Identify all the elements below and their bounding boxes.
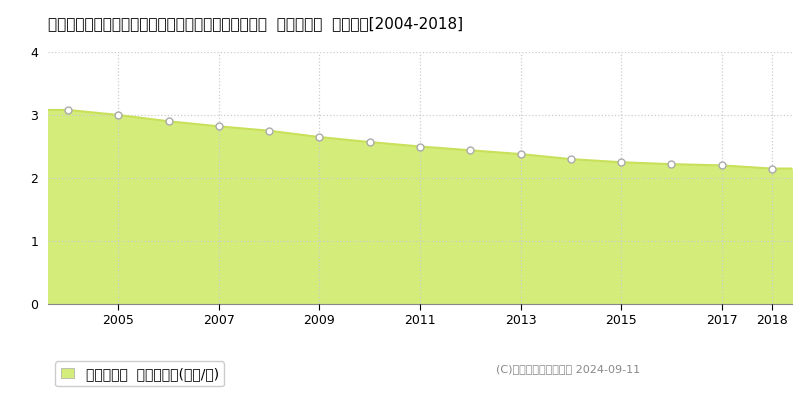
Text: 和歌山県東牟婁郡北山村大字下尾井字片ブケ５３番２  基準地価格  地価推移[2004-2018]: 和歌山県東牟婁郡北山村大字下尾井字片ブケ５３番２ 基準地価格 地価推移[2004… <box>48 16 463 31</box>
Legend: 基準地価格  平均坪単価(万円/坪): 基準地価格 平均坪単価(万円/坪) <box>55 361 224 386</box>
Text: (C)土地価格ドットコム 2024-09-11: (C)土地価格ドットコム 2024-09-11 <box>496 364 640 374</box>
